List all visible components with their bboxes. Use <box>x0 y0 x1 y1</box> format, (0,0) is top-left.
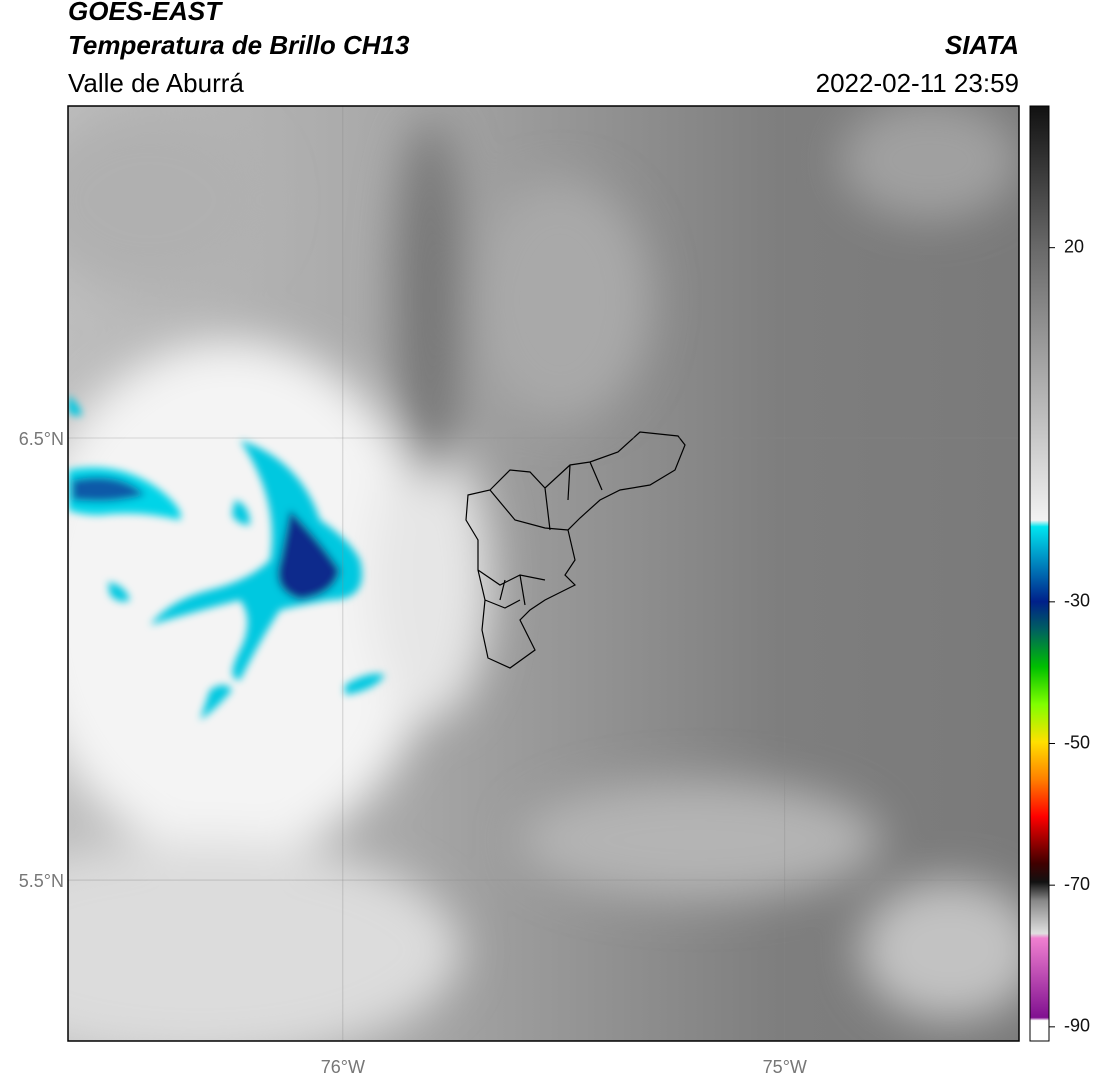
colorbar-tick-label: -70 <box>1064 874 1090 894</box>
lon-tick-label: 76°W <box>321 1057 365 1077</box>
colorbar-tick-label: 20 <box>1064 236 1084 256</box>
graticule <box>68 106 1019 1041</box>
colorbar <box>1029 105 1050 1042</box>
colorbar-tick-label: -90 <box>1064 1016 1090 1036</box>
region: Valle de Aburrá <box>68 68 244 98</box>
map-frame <box>67 105 1020 1042</box>
title: GOES-EAST <box>68 0 223 26</box>
subtitle: Temperatura de Brillo CH13 <box>68 30 410 60</box>
datetime: 2022-02-11 23:59 <box>816 68 1019 98</box>
lon-tick-label: 75°W <box>763 1057 807 1077</box>
colorbar-tick-label: -30 <box>1064 591 1090 611</box>
lat-tick-label: 5.5°N <box>19 871 64 891</box>
source: SIATA <box>945 30 1019 60</box>
colorbar-tick-label: -50 <box>1064 732 1090 752</box>
lat-tick-label: 6.5°N <box>19 429 64 449</box>
municipal-boundaries <box>465 431 686 669</box>
satellite-image <box>68 106 1019 1041</box>
